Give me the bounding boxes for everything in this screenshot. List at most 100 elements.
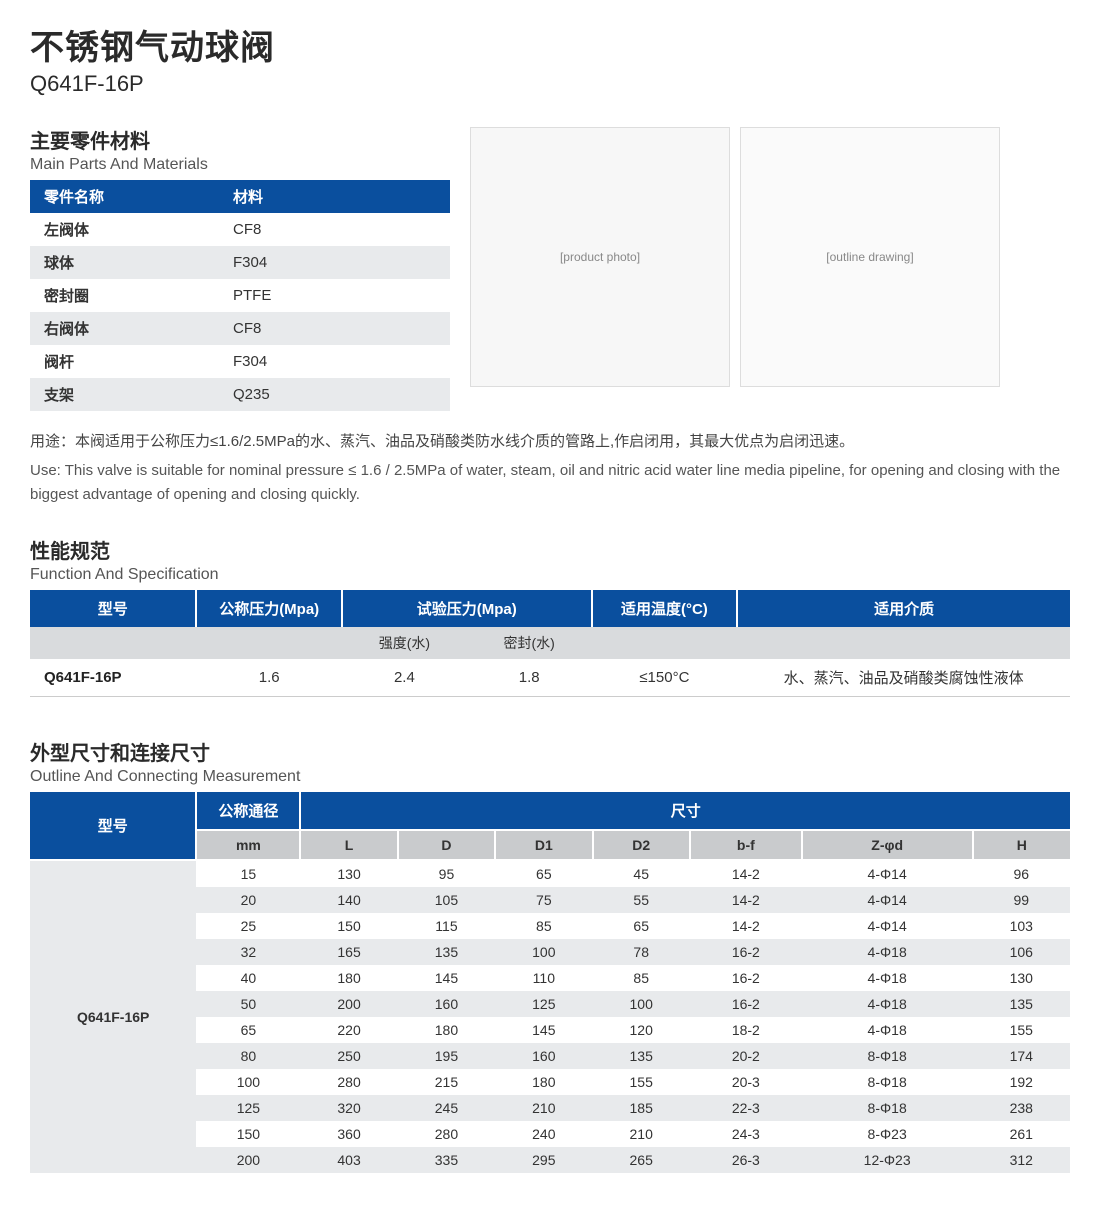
dim-cell: 106 [973,939,1070,965]
dim-cell: 22-3 [690,1095,802,1121]
dim-subhead: Z-φd [802,830,973,860]
dim-cell: 185 [593,1095,690,1121]
dim-cell: 145 [398,965,495,991]
dim-cell: 100 [593,991,690,1017]
dim-cell: 261 [973,1121,1070,1147]
materials-heading-cn: 主要零件材料 [30,125,450,154]
dim-cell: 20 [196,887,300,913]
dimensions-table: 型号 公称通径 尺寸 mmLDD1D2b-fZ-φdH Q641F-16P151… [30,792,1070,1173]
dim-cell: 245 [398,1095,495,1121]
dim-cell: 295 [495,1147,592,1173]
materials-cell: CF8 [219,213,450,246]
dim-cell: 26-3 [690,1147,802,1173]
dim-cell: 192 [973,1069,1070,1095]
spec-heading-en: Function And Specification [30,566,1070,584]
dim-cell: 135 [973,991,1070,1017]
dim-cell: 32 [196,939,300,965]
dim-cell: 135 [593,1043,690,1069]
dim-cell: 4-Φ18 [802,965,973,991]
dim-cell: 65 [495,860,592,887]
dim-cell: 4-Φ14 [802,887,973,913]
dim-cell: 180 [398,1017,495,1043]
dim-cell: 110 [495,965,592,991]
dim-cell: 16-2 [690,939,802,965]
dim-subhead: D2 [593,830,690,860]
usage-text-cn: 用途：本阀适用于公称压力≤1.6/2.5MPa的水、蒸汽、油品及硝酸类防水线介质… [30,429,1070,455]
dim-subhead: D [398,830,495,860]
materials-cell: 球体 [30,246,219,279]
dim-cell: 12-Φ23 [802,1147,973,1173]
dim-cell: 18-2 [690,1017,802,1043]
dim-cell: 125 [495,991,592,1017]
materials-cell: 密封圈 [30,279,219,312]
dim-cell: 99 [973,887,1070,913]
dim-h-nominal: 公称通径 [196,792,300,830]
spec-cell: 1.6 [196,659,342,697]
dim-cell: 65 [593,913,690,939]
spec-h-model: 型号 [30,590,196,627]
top-section: 主要零件材料 Main Parts And Materials 零件名称材料 左… [30,97,1070,411]
spec-h-temp: 适用温度(°C) [592,590,738,627]
dim-cell: 403 [300,1147,397,1173]
dim-cell: 320 [300,1095,397,1121]
materials-table: 零件名称材料 左阀体CF8球体F304密封圈PTFE右阀体CF8阀杆F304支架… [30,180,450,411]
dim-cell: 160 [495,1043,592,1069]
dim-cell: 14-2 [690,887,802,913]
dim-h-size: 尺寸 [300,792,1070,830]
dim-cell: 155 [593,1069,690,1095]
dim-cell: 130 [300,860,397,887]
spec-cell: Q641F-16P [30,659,196,697]
spec-h-test: 试验压力(Mpa) [342,590,592,627]
spec-cell: 水、蒸汽、油品及硝酸类腐蚀性液体 [737,659,1070,697]
dim-cell: 250 [300,1043,397,1069]
dim-cell: 20-2 [690,1043,802,1069]
dim-cell: 55 [593,887,690,913]
spec-cell: ≤150°C [592,659,738,697]
dim-model-cell: Q641F-16P [30,860,196,1173]
dim-cell: 4-Φ18 [802,939,973,965]
dim-subhead: b-f [690,830,802,860]
materials-cell: Q235 [219,378,450,411]
dim-cell: 240 [495,1121,592,1147]
dim-cell: 165 [300,939,397,965]
materials-cell: F304 [219,345,450,378]
dim-cell: 8-Φ18 [802,1043,973,1069]
dim-subhead: H [973,830,1070,860]
dim-cell: 280 [300,1069,397,1095]
spec-cell: 1.8 [467,659,592,697]
dim-cell: 215 [398,1069,495,1095]
dim-cell: 174 [973,1043,1070,1069]
dim-cell: 4-Φ14 [802,913,973,939]
spec-heading-cn: 性能规范 [30,535,1070,564]
dim-cell: 16-2 [690,991,802,1017]
dim-cell: 85 [495,913,592,939]
dim-cell: 105 [398,887,495,913]
spec-h-media: 适用介质 [737,590,1070,627]
dim-cell: 14-2 [690,860,802,887]
dim-cell: 130 [973,965,1070,991]
dim-cell: 280 [398,1121,495,1147]
product-image: [product photo] [470,127,730,387]
materials-cell: 右阀体 [30,312,219,345]
dims-heading-en: Outline And Connecting Measurement [30,768,1070,786]
dim-cell: 65 [196,1017,300,1043]
outline-diagram: [outline drawing] [740,127,1000,387]
dims-heading-cn: 外型尺寸和连接尺寸 [30,737,1070,766]
dim-cell: 8-Φ18 [802,1069,973,1095]
dim-cell: 210 [593,1121,690,1147]
materials-cell: PTFE [219,279,450,312]
dim-cell: 20-3 [690,1069,802,1095]
dim-cell: 16-2 [690,965,802,991]
dim-cell: 24-3 [690,1121,802,1147]
dim-cell: 100 [196,1069,300,1095]
spec-cell: 2.4 [342,659,467,697]
dim-cell: 200 [300,991,397,1017]
dim-cell: 150 [300,913,397,939]
materials-cell: 支架 [30,378,219,411]
dim-cell: 78 [593,939,690,965]
spec-table: 型号 公称压力(Mpa) 试验压力(Mpa) 适用温度(°C) 适用介质 强度(… [30,590,1070,697]
dim-cell: 125 [196,1095,300,1121]
dim-cell: 115 [398,913,495,939]
dim-cell: 4-Φ18 [802,991,973,1017]
dim-subhead: mm [196,830,300,860]
